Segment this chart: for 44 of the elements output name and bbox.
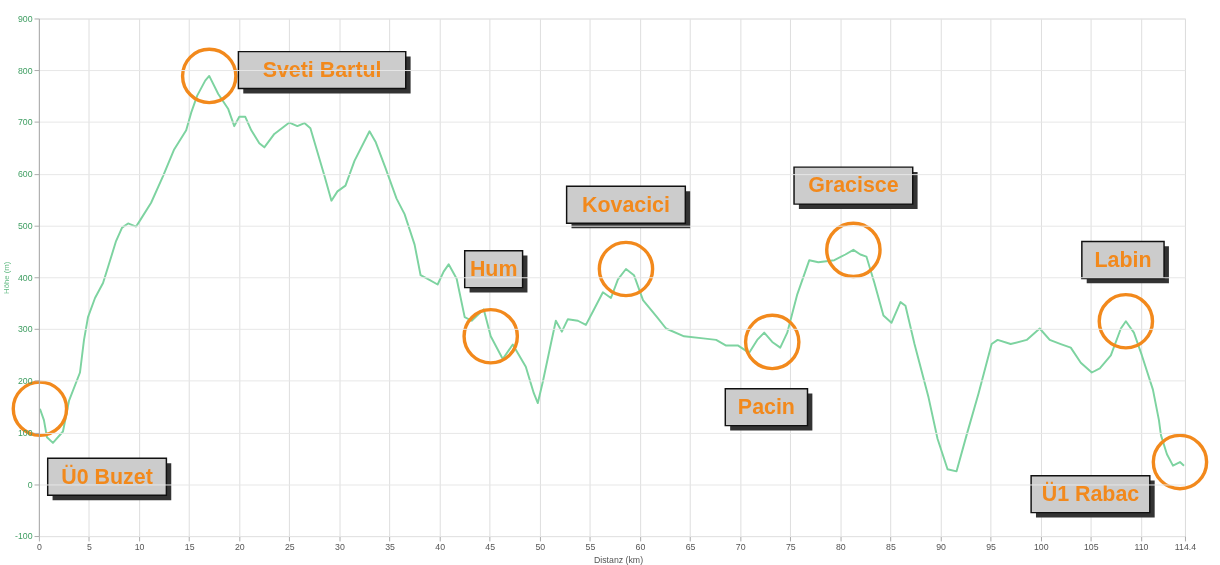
x-tick-label: 110: [1134, 542, 1149, 553]
y-tick-label: 500: [17, 220, 33, 231]
y-tick-label: 800: [17, 65, 33, 76]
y-tick-label: 200: [17, 376, 33, 387]
x-tick-label: 50: [535, 542, 546, 553]
x-tick-label: 114.4: [1174, 542, 1197, 553]
y-tick-label: 300: [17, 324, 33, 335]
annotation: Pacin: [737, 394, 795, 419]
y-tick-label: 600: [17, 169, 33, 180]
x-tick-label: 90: [936, 542, 947, 553]
x-tick-label: 35: [385, 542, 396, 553]
y-tick-label: -100: [15, 531, 33, 542]
x-tick-label: 70: [735, 542, 746, 553]
annotation: Ü1 Rabac: [1041, 480, 1140, 506]
x-tick-label: 45: [485, 542, 496, 553]
y-tick-label: 700: [17, 117, 33, 128]
x-tick-label: 0: [36, 542, 42, 553]
x-tick-label: 65: [685, 542, 696, 553]
x-tick-label: 55: [585, 542, 596, 553]
x-tick-label: 75: [785, 542, 796, 553]
x-tick-label: 85: [886, 542, 896, 553]
x-axis-title: Distanz (km): [593, 554, 644, 565]
x-tick-label: 20: [234, 542, 245, 553]
x-tick-label: 100: [1033, 542, 1049, 553]
annotation: Kovacici: [581, 192, 670, 217]
x-tick-label: 80: [835, 542, 846, 553]
annotation: Ü0 Buzet: [61, 463, 153, 489]
annotation: Hum: [469, 256, 518, 281]
x-tick-label: 25: [284, 542, 295, 553]
x-tick-label: 105: [1083, 542, 1099, 553]
y-tick-label: 900: [17, 13, 33, 24]
y-tick-label: 0: [27, 479, 33, 490]
x-tick-label: 5: [87, 542, 93, 553]
y-axis-title: Höhe (m): [2, 261, 12, 294]
x-tick-label: 95: [986, 542, 997, 553]
x-tick-label: 60: [635, 542, 646, 553]
x-tick-label: 30: [335, 542, 345, 553]
annotation: Sveti Bartul: [262, 57, 382, 82]
x-tick-label: 10: [134, 542, 145, 553]
annotation: Gracisce: [808, 173, 899, 198]
y-tick-label: 400: [17, 272, 33, 283]
annotation: Labin: [1094, 247, 1152, 272]
x-tick-label: 15: [184, 542, 195, 553]
x-tick-label: 40: [435, 542, 446, 553]
